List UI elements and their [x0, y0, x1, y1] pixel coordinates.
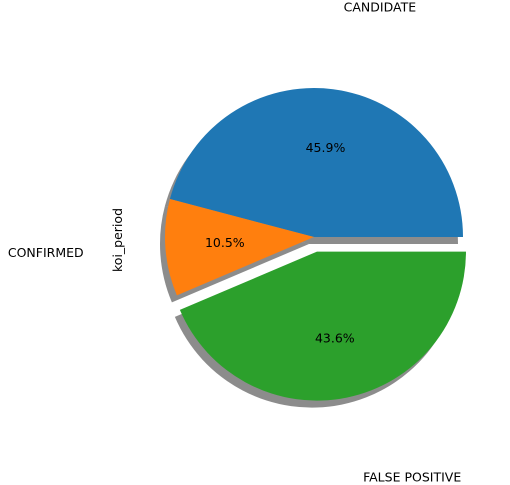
slice-wedges	[165, 88, 466, 401]
slice-label-false-positive: FALSE POSITIVE	[363, 469, 461, 484]
slice-label-confirmed: CONFIRMED	[8, 245, 84, 260]
y-axis-label: koi_period	[110, 208, 125, 272]
slice-confirmed	[165, 199, 314, 296]
slice-label-candidate: CANDIDATE	[344, 0, 417, 14]
slice-pct-false-positive: 43.6%	[315, 331, 355, 346]
slice-labels: CANDIDATE 45.9% CONFIRMED 10.5% FALSE POSITI…	[8, 0, 461, 484]
slice-false-positive	[179, 251, 466, 401]
slice-pct-confirmed: 10.5%	[205, 235, 245, 250]
slice-candidate	[169, 88, 463, 237]
slice-pct-candidate: 45.9%	[306, 140, 346, 155]
